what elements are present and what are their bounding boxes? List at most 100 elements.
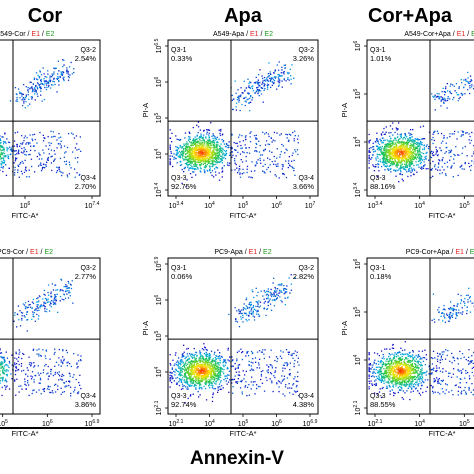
column-header-0: Cor: [28, 5, 63, 27]
quadrant-label-q3-4: Q3-4: [80, 393, 96, 400]
panel-title: PC9-Apa / E1 / E2: [214, 249, 271, 256]
quadrant-label-q3-4: Q3-4: [298, 393, 314, 400]
x-tick-label: 106: [271, 201, 282, 210]
y-tick-label: 103.4: [154, 182, 163, 197]
quadrant-label-q3-4: Q3-4: [298, 175, 314, 182]
column-header-2: Cor+Apa: [368, 5, 453, 27]
quadrant-value-q3-1: 0.33%: [171, 54, 193, 63]
quadrant-label-q3-1: Q3-1: [171, 47, 187, 54]
panel-1-2: PC9-Cor+Apa / E1 / E2 Q3-10.18% Q3-388.55%…: [340, 249, 474, 438]
panel-title: A549-Apa / E1 / E2: [213, 31, 273, 38]
quadrant-value-q3-3: 88.55%: [370, 400, 396, 409]
x-tick-label: 104: [414, 419, 425, 428]
x-axis-label: FITC-A*: [428, 429, 455, 438]
plot-frame: [167, 39, 319, 197]
event-dots: [368, 71, 474, 183]
quadrant-value-q3-4: 2.70%: [75, 182, 97, 191]
quadrant-value-q3-1: 1.01%: [370, 54, 392, 63]
panel-title: A549-Cor / E1 / E2: [0, 31, 54, 38]
x-tick-label: 106: [20, 201, 31, 210]
y-tick-label: 105: [353, 306, 362, 317]
y-tick-label: 104: [154, 148, 163, 159]
y-tick-label: 106: [154, 294, 163, 305]
y-axis-label: PI-A: [340, 103, 349, 118]
y-tick-label: 104: [353, 354, 362, 365]
quadrant-label-q3-3: Q3-3: [171, 175, 187, 182]
x-tick-label: 105: [238, 419, 249, 428]
quadrant-value-q3-3: 92.75%: [171, 182, 197, 191]
x-tick-label: 106.9: [85, 419, 100, 428]
x-tick-label: 103.4: [169, 201, 184, 210]
panel-title: PC9-Cor / E1 / E2: [0, 249, 53, 256]
panel-1-0: PC9-Cor / E1 / E2Q3-22.77%Q3-43.86%10410…: [0, 249, 101, 438]
quadrant-label-q3-4: Q3-4: [80, 175, 96, 182]
plot-frame: [366, 39, 474, 197]
quadrant-value-q3-1: 0.18%: [370, 272, 392, 281]
y-tick-label: 105: [353, 88, 362, 99]
y-axis-label: PI-A: [141, 321, 150, 336]
quadrant-value-q3-2: 3.26%: [293, 54, 315, 63]
x-axis-label: FITC-A*: [11, 429, 38, 438]
y-tick-label: 106.9: [154, 256, 163, 271]
panel-0-0: A549-Cor / E1 / E2Q3-22.54%Q3-42.70%1051…: [0, 31, 101, 220]
x-tick-label: 104: [414, 201, 425, 210]
quadrant-label-q3-1: Q3-1: [370, 47, 386, 54]
x-tick-label: 104: [204, 419, 215, 428]
x-axis-label: FITC-A*: [11, 211, 38, 220]
quadrant-label-q3-2: Q3-2: [298, 265, 314, 272]
plot-frame: [0, 39, 101, 197]
y-tick-label: 104: [154, 366, 163, 377]
x-tick-label: 107: [305, 201, 316, 210]
quadrant-value-q3-4: 3.66%: [293, 182, 315, 191]
x-tick-label: 105: [459, 419, 470, 428]
plot-frame: [0, 257, 101, 415]
quadrant-label-q3-3: Q3-3: [370, 175, 386, 182]
plot-frame: [167, 257, 319, 415]
quadrant-label-q3-1: Q3-1: [370, 265, 386, 272]
quadrant-value-q3-4: 4.38%: [293, 400, 315, 409]
panel-title: PC9-Cor+Apa / E1 / E2: [406, 249, 474, 256]
quadrant-label-q3-2: Q3-2: [80, 47, 96, 54]
quadrant-value-q3-3: 88.16%: [370, 182, 396, 191]
y-tick-label: 106: [353, 258, 362, 269]
quadrant-value-q3-1: 0.06%: [171, 272, 193, 281]
x-tick-label: 102.1: [368, 419, 383, 428]
quadrant-value-q3-2: 2.54%: [75, 54, 97, 63]
event-dots: [368, 287, 474, 401]
quadrant-label-q3-2: Q3-2: [80, 265, 96, 272]
x-tick-label: 104: [204, 201, 215, 210]
x-tick-label: 106: [42, 419, 53, 428]
quadrant-value-q3-2: 2.82%: [293, 272, 315, 281]
y-tick-label: 106: [353, 40, 362, 51]
panel-0-2: A549-Cor+Apa / E1 / E2 Q3-11.01% Q3-388.16…: [340, 31, 474, 220]
plot-frame: [366, 257, 474, 415]
event-dots: [0, 59, 82, 178]
quadrant-label-q3-2: Q3-2: [298, 47, 314, 54]
y-tick-label: 106.5: [154, 38, 163, 53]
x-tick-label: 105: [459, 201, 470, 210]
quadrant-label-q3-1: Q3-1: [171, 265, 187, 272]
y-tick-label: 105: [154, 330, 163, 341]
quadrant-value-q3-2: 2.77%: [75, 272, 97, 281]
y-axis-label: PI-A: [141, 103, 150, 118]
x-axis-title: Annexin-V: [190, 448, 284, 469]
x-tick-label: 106.9: [303, 419, 318, 428]
x-tick-label: 103.4: [368, 201, 383, 210]
panel-0-1: A549-Apa / E1 / E2 Q3-10.33% Q3-23.26% Q3-3…: [141, 31, 319, 220]
x-axis-label: FITC-A*: [229, 211, 256, 220]
quadrant-label-q3-3: Q3-3: [370, 393, 386, 400]
panel-title: A549-Cor+Apa / E1 / E2: [404, 31, 474, 38]
quadrant-value-q3-4: 3.86%: [75, 400, 97, 409]
x-tick-label: 105: [238, 201, 249, 210]
x-axis-label: FITC-A*: [229, 429, 256, 438]
y-tick-label: 102.1: [154, 400, 163, 415]
x-tick-label: 102.1: [169, 419, 184, 428]
quadrant-value-q3-3: 92.74%: [171, 400, 197, 409]
column-header-1: Apa: [224, 5, 263, 27]
y-tick-label: 102.1: [353, 400, 362, 415]
y-tick-label: 105: [154, 112, 163, 123]
x-axis-label: FITC-A*: [428, 211, 455, 220]
y-tick-label: 104: [353, 136, 362, 147]
y-tick-label: 103.4: [353, 182, 362, 197]
